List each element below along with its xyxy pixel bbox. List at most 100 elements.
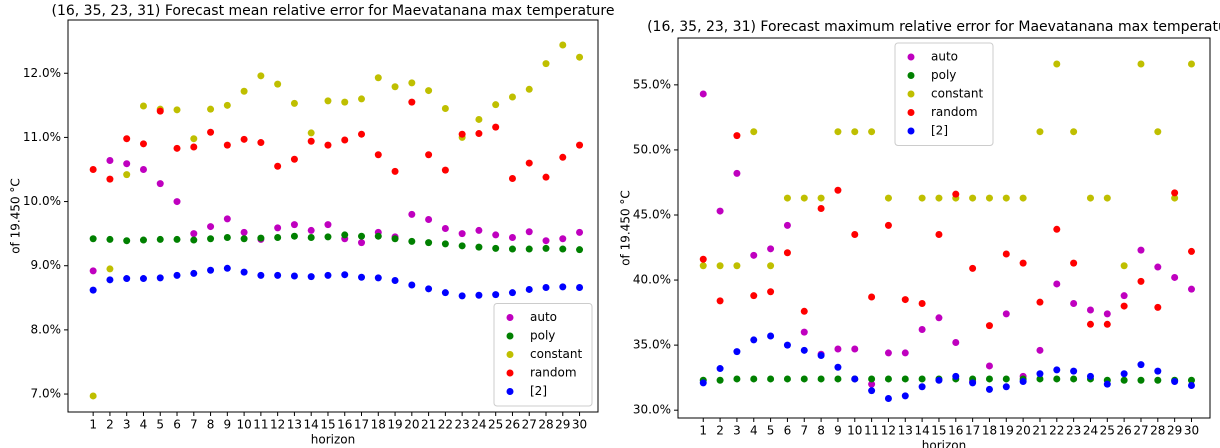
x-tick-label: 23 [1066, 424, 1081, 438]
point [207, 266, 215, 274]
point [1070, 259, 1078, 267]
point [767, 245, 775, 253]
point [358, 239, 366, 247]
legend-marker [907, 90, 915, 98]
x-tick-label: 3 [123, 418, 131, 432]
point [1053, 60, 1061, 68]
point [868, 380, 876, 388]
point [750, 292, 758, 300]
x-tick-label: 21 [421, 418, 436, 432]
y-tick-label: 12.0% [23, 66, 61, 80]
point [123, 237, 131, 245]
point [1154, 263, 1162, 271]
point [257, 139, 265, 147]
point [190, 236, 198, 244]
point [767, 332, 775, 340]
point [290, 221, 298, 229]
x-tick-label: 23 [455, 418, 470, 432]
legend-label: constant [931, 87, 983, 101]
point [425, 216, 433, 224]
point [1103, 380, 1111, 388]
point [1171, 189, 1179, 197]
point [223, 233, 231, 241]
point [1171, 273, 1179, 281]
point [1019, 378, 1027, 386]
y-tick-label: 55.0% [633, 77, 671, 91]
legend-box [894, 42, 994, 146]
point [783, 249, 791, 257]
point [817, 352, 825, 360]
point [817, 375, 825, 383]
point [1070, 128, 1078, 136]
point [441, 225, 449, 233]
x-tick-label: 4 [750, 424, 758, 438]
point [716, 262, 724, 270]
point [307, 233, 315, 241]
x-tick-label: 1 [89, 418, 97, 432]
point [1053, 280, 1061, 288]
point [542, 244, 550, 252]
point [559, 283, 567, 291]
point [223, 264, 231, 272]
point [834, 363, 842, 371]
point [525, 285, 533, 293]
point [508, 245, 516, 253]
legend-label: auto [530, 310, 557, 324]
point [525, 245, 533, 253]
legend-marker [506, 314, 514, 321]
x-tick-label: 22 [1049, 424, 1064, 438]
point [190, 269, 198, 277]
point [1187, 247, 1195, 255]
point [492, 101, 500, 109]
x-tick-label: 28 [538, 418, 553, 432]
point [408, 98, 416, 106]
point [851, 231, 859, 239]
x-tick-label: 6 [173, 418, 181, 432]
y-tick-label: 35.0% [633, 338, 671, 352]
x-tick-label: 13 [287, 418, 302, 432]
point [190, 135, 198, 143]
x-tick-label: 16 [948, 424, 963, 438]
point [257, 72, 265, 80]
point [699, 379, 707, 387]
point [458, 230, 466, 238]
point [1171, 378, 1179, 386]
point [1187, 376, 1195, 384]
point [1053, 366, 1061, 374]
point [834, 375, 842, 383]
point [508, 233, 516, 241]
point [156, 107, 164, 115]
point [408, 281, 416, 289]
point [935, 231, 943, 239]
legend-label: constant [530, 347, 582, 361]
point [240, 235, 248, 243]
point [1137, 376, 1145, 384]
point [576, 228, 584, 236]
point [733, 375, 741, 383]
point [391, 276, 399, 284]
x-tick-label: 5 [767, 424, 775, 438]
point [106, 265, 114, 273]
point [1137, 361, 1145, 369]
point [240, 135, 248, 143]
point [1070, 367, 1078, 375]
point [817, 194, 825, 202]
y-axis-label: of 19.450 °C [9, 178, 23, 254]
point [358, 232, 366, 240]
point [699, 90, 707, 98]
legend-label: [2] [931, 124, 948, 138]
point [156, 235, 164, 243]
x-tick-label: 21 [1032, 424, 1047, 438]
point [408, 210, 416, 218]
point [240, 268, 248, 276]
point [89, 235, 97, 243]
point [783, 375, 791, 383]
point [1137, 277, 1145, 285]
x-tick-label: 14 [914, 424, 929, 438]
point [89, 286, 97, 294]
point [733, 348, 741, 356]
x-tick-label: 25 [1100, 424, 1115, 438]
point [223, 215, 231, 223]
x-tick-label: 22 [438, 418, 453, 432]
point [1053, 375, 1061, 383]
